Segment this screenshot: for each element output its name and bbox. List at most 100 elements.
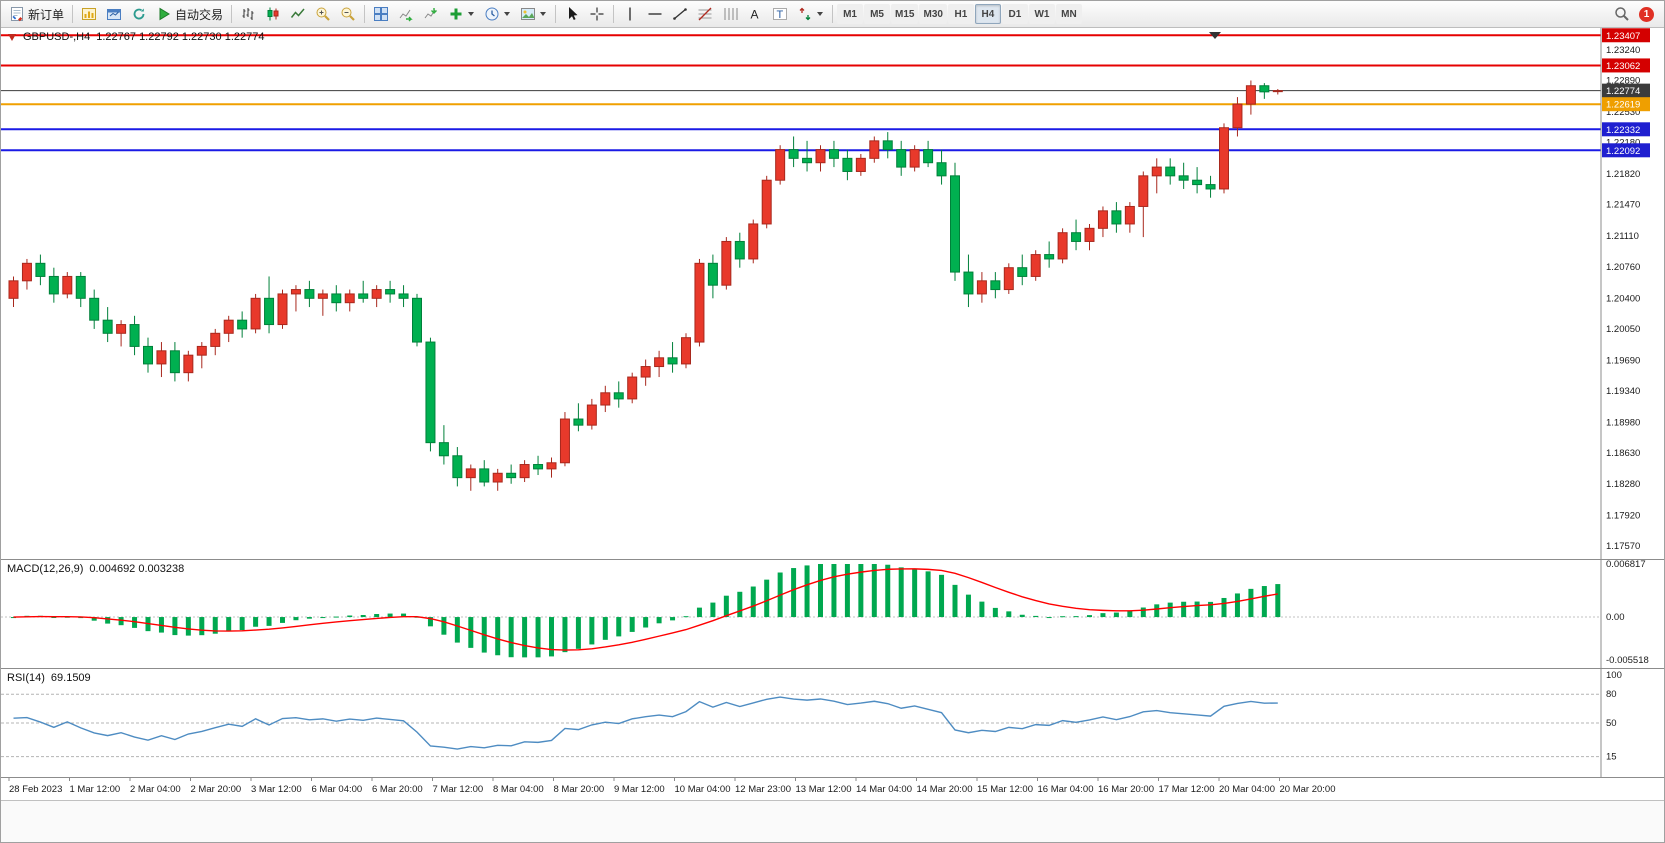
zoom-in-button[interactable] — [311, 3, 335, 25]
svg-text:1.22619: 1.22619 — [1606, 100, 1640, 111]
timeframe-button-h1[interactable]: H1 — [947, 4, 974, 24]
svg-text:1.17570: 1.17570 — [1606, 541, 1640, 552]
cycle-lines-icon — [724, 8, 738, 20]
timeframe-button-h4[interactable]: H4 — [974, 4, 1001, 24]
zoom-out-button[interactable] — [336, 3, 360, 25]
new-order-button[interactable]: 新订单 — [5, 3, 68, 25]
toolbar-separator — [72, 5, 74, 23]
svg-text:8 Mar 20:00: 8 Mar 20:00 — [554, 784, 605, 795]
new-order-label: 新订单 — [28, 7, 65, 22]
svg-text:2 Mar 20:00: 2 Mar 20:00 — [191, 784, 242, 795]
svg-text:15 Mar 12:00: 15 Mar 12:00 — [977, 784, 1033, 795]
svg-text:1.18980: 1.18980 — [1606, 418, 1640, 429]
label-tool-button[interactable]: T — [768, 3, 792, 25]
auto-scroll-button[interactable] — [394, 3, 418, 25]
trendline-icon — [673, 8, 687, 20]
svg-text:1.18280: 1.18280 — [1606, 479, 1640, 490]
toolbar-separator — [555, 5, 557, 23]
new-order-icon — [11, 7, 23, 22]
chevron-down-icon — [540, 12, 547, 16]
svg-text:1.20050: 1.20050 — [1606, 324, 1640, 335]
timeframe-button-m15[interactable]: M15 — [891, 4, 919, 24]
vertical-line-button[interactable] — [618, 3, 642, 25]
arrows-button[interactable] — [793, 3, 828, 25]
notification-badge[interactable]: 1 — [1639, 6, 1654, 22]
periods-button[interactable] — [480, 3, 515, 25]
svg-text:1 Mar 12:00: 1 Mar 12:00 — [70, 784, 121, 795]
refresh-button[interactable] — [127, 3, 151, 25]
cursor-button[interactable] — [560, 3, 584, 25]
timeframe-button-mn[interactable]: MN — [1055, 4, 1082, 24]
time-axis-pane: 28 Feb 2023 1 Mar 12:00 2 Mar 04:00 2 Mar 2… — [1, 777, 1664, 801]
chart-shift-marker[interactable] — [1209, 32, 1221, 39]
svg-text:-0.005518: -0.005518 — [1606, 655, 1649, 666]
search-button[interactable] — [1610, 3, 1634, 25]
timeframe-button-m1[interactable]: M1 — [837, 4, 864, 24]
svg-text:12 Mar 23:00: 12 Mar 23:00 — [735, 784, 791, 795]
label-tool-icon: T — [777, 9, 784, 21]
crosshair-button[interactable] — [585, 3, 609, 25]
vertical-line-icon — [629, 7, 631, 21]
svg-text:14 Mar 04:00: 14 Mar 04:00 — [856, 784, 912, 795]
candlestick-chart-button[interactable] — [261, 3, 285, 25]
new-chart-icon — [82, 8, 97, 20]
svg-text:1.21820: 1.21820 — [1606, 169, 1640, 180]
timeframe-button-m30[interactable]: M30 — [919, 4, 947, 24]
svg-text:1.21470: 1.21470 — [1606, 200, 1640, 211]
chart-shift-button[interactable] — [419, 3, 443, 25]
svg-text:1.19690: 1.19690 — [1606, 355, 1640, 366]
text-tool-icon: A — [751, 8, 759, 22]
horizontal-line-button[interactable] — [643, 3, 667, 25]
svg-text:6 Mar 20:00: 6 Mar 20:00 — [372, 784, 423, 795]
candlestick-chart[interactable]: 1.23240 1.22890 1.22530 1.22180 1.21820 1.214… — [1, 28, 1665, 559]
svg-text:1.22774: 1.22774 — [1606, 86, 1640, 97]
trendline-button[interactable] — [668, 3, 692, 25]
cycle-lines-button[interactable] — [718, 3, 742, 25]
candlestick-icon — [267, 7, 279, 21]
tile-windows-button[interactable] — [369, 3, 393, 25]
indicators-button[interactable] — [444, 3, 479, 25]
fibonacci-button[interactable] — [693, 3, 717, 25]
crosshair-icon — [590, 7, 604, 21]
tile-windows-icon — [374, 7, 389, 21]
text-tool-button[interactable]: A — [743, 3, 767, 25]
horizontal-line-icon — [648, 13, 662, 15]
new-chart-button[interactable] — [77, 3, 101, 25]
zoom-out-icon — [341, 7, 355, 21]
timeframe-button-d1[interactable]: D1 — [1001, 4, 1028, 24]
rsi-chart[interactable]: 100 80 50 15 — [1, 669, 1665, 777]
svg-text:1.23407: 1.23407 — [1606, 31, 1640, 42]
profiles-button[interactable] — [102, 3, 126, 25]
svg-text:0.00: 0.00 — [1606, 612, 1625, 623]
svg-text:1.23062: 1.23062 — [1606, 61, 1640, 72]
line-chart-button[interactable] — [286, 3, 310, 25]
toolbar-separator — [231, 5, 233, 23]
autotrade-button[interactable]: 自动交易 — [152, 3, 227, 25]
autotrade-play-icon — [159, 7, 170, 21]
bar-chart-icon — [242, 8, 254, 20]
svg-text:1.21110: 1.21110 — [1606, 231, 1639, 242]
timeframe-button-m5[interactable]: M5 — [864, 4, 891, 24]
chevron-down-icon — [468, 12, 475, 16]
template-picture-icon — [521, 8, 536, 20]
templates-button[interactable] — [516, 3, 551, 25]
svg-text:1.20760: 1.20760 — [1606, 262, 1640, 273]
chevron-down-icon — [504, 12, 511, 16]
main-price-pane: 1.23240 1.22890 1.22530 1.22180 1.21820 1.214… — [1, 28, 1664, 559]
macd-chart[interactable]: 0.006817 0.00 -0.005518 — [1, 560, 1665, 668]
toolbar-separator — [832, 5, 834, 23]
svg-text:50: 50 — [1606, 718, 1617, 729]
svg-text:16 Mar 20:00: 16 Mar 20:00 — [1098, 784, 1154, 795]
macd-pane: 0.006817 0.00 -0.005518 MACD(12,26,9) 0.00… — [1, 559, 1664, 668]
bar-chart-button[interactable] — [236, 3, 260, 25]
fibonacci-icon — [698, 7, 712, 21]
time-axis[interactable]: 28 Feb 2023 1 Mar 12:00 2 Mar 04:00 2 Mar 2… — [1, 778, 1665, 800]
arrows-icon — [799, 7, 811, 21]
svg-text:20 Mar 04:00: 20 Mar 04:00 — [1219, 784, 1275, 795]
svg-text:1.18630: 1.18630 — [1606, 448, 1640, 459]
timeframe-button-w1[interactable]: W1 — [1028, 4, 1055, 24]
svg-text:1.22890: 1.22890 — [1606, 75, 1640, 86]
toolbar-separator — [364, 5, 366, 23]
search-icon — [1615, 7, 1629, 21]
